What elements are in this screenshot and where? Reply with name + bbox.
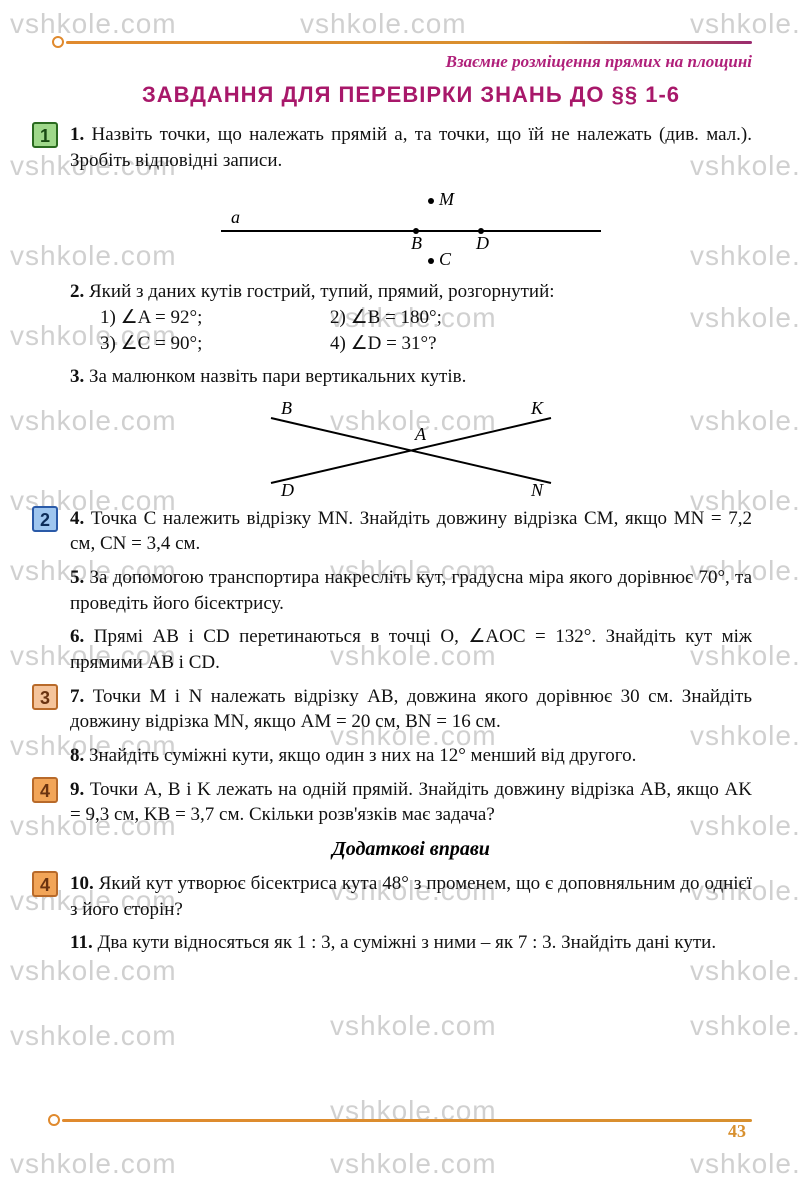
svg-text:a: a [231,207,240,227]
svg-text:M: M [438,189,455,209]
svg-text:N: N [530,480,544,498]
task-3: 3. За малюнком назвіть пари вертикальних… [70,364,752,390]
task-6: 6. Прямі AB і CD перетинаються в точці O… [70,624,752,675]
task-1: 1 1. Назвіть точки, що належать прямій a… [70,122,752,173]
badge-3: 3 [32,684,58,710]
watermark: vshkole.com [690,1148,800,1180]
section-title: ЗАВДАННЯ ДЛЯ ПЕРЕВІРКИ ЗНАНЬ ДО §§ 1-6 [70,82,752,108]
svg-text:D: D [280,480,294,498]
svg-text:K: K [530,398,544,418]
task-2: 2. Який з даних кутів гострий, тупий, пр… [70,279,752,356]
task-4: 2 4. Точка C належить відрізку MN. Знайд… [70,506,752,557]
figure-vertical-angles: B K A D N [231,398,591,498]
task-11: 11. Два кути відносяться як 1 : 3, а сум… [70,930,752,956]
task-8: 8. Знайдіть суміжні кути, якщо один з ни… [70,743,752,769]
page-content: Взаємне розміщення прямих на площині ЗАВ… [0,0,800,994]
svg-text:A: A [414,424,427,444]
watermark: vshkole.com [330,1010,497,1042]
chapter-title: Взаємне розміщення прямих на площині [70,52,752,72]
figure-line-a: a M B D C [201,181,621,271]
watermark: vshkole.com [690,1010,800,1042]
badge-1: 1 [32,122,58,148]
badge-2: 2 [32,506,58,532]
watermark: vshkole.com [10,1148,177,1180]
task-10: 4 10. Який кут утворює бісектриса кута 4… [70,871,752,922]
badge-10: 4 [32,871,58,897]
svg-text:D: D [475,233,489,253]
top-rule [70,40,752,48]
bottom-rule [52,1116,752,1124]
page-number: 43 [728,1121,746,1142]
task-9: 4 9. Точки A, B і K лежать на одній прям… [70,777,752,828]
subheading-additional: Додаткові вправи [70,838,752,861]
task-7: 3 7. Точки M і N належать відрізку AB, д… [70,684,752,735]
svg-text:B: B [281,398,292,418]
svg-text:C: C [439,249,452,269]
badge-4: 4 [32,777,58,803]
watermark: vshkole.com [330,1148,497,1180]
watermark: vshkole.com [10,1020,177,1052]
svg-text:B: B [411,233,422,253]
task-5: 5. За допомогою транспортира накресліть … [70,565,752,616]
